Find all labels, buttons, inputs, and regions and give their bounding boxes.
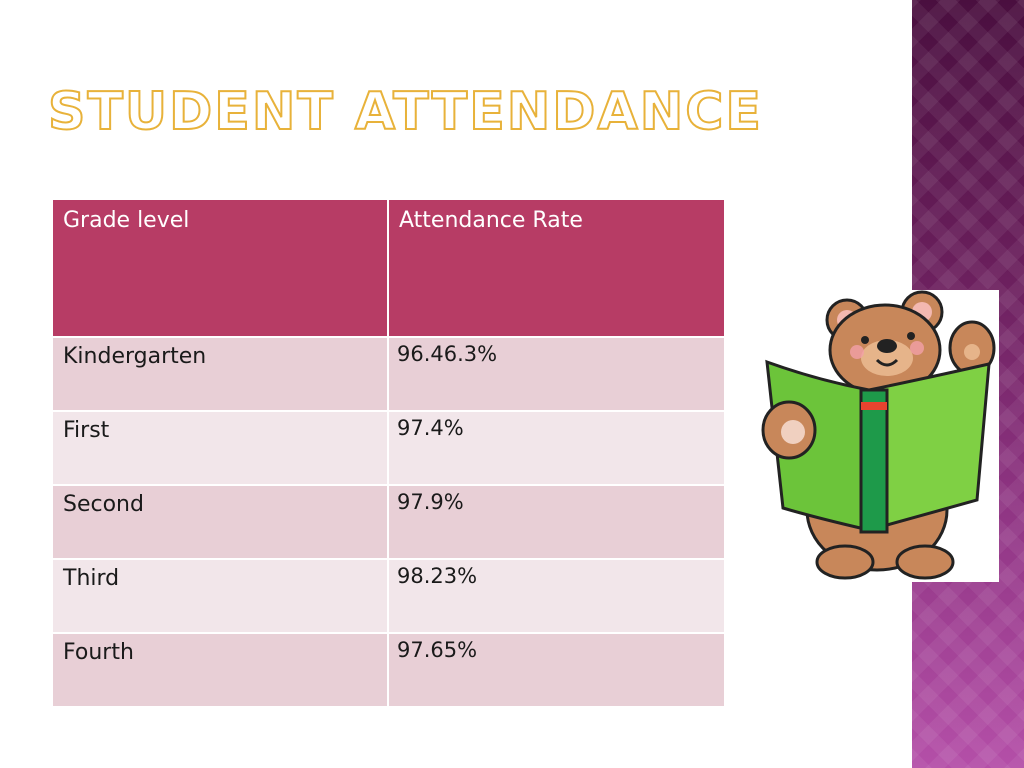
rate-cell: 97.9% (387, 484, 726, 560)
rate-cell: 98.23% (387, 558, 726, 634)
table-row: First 97.4% (51, 410, 726, 486)
bear-reading-book-icon (757, 290, 999, 582)
slide-title: Student Attendance (47, 81, 763, 143)
rate-cell: 96.46.3% (387, 336, 726, 412)
table-row: Second 97.9% (51, 484, 726, 560)
grade-cell: Third (51, 558, 389, 634)
header-attendance-rate: Attendance Rate (387, 198, 726, 338)
bear-illustration-svg (761, 290, 996, 580)
table-header-row: Grade level Attendance Rate (51, 198, 726, 338)
attendance-table: Grade level Attendance Rate Kindergarten… (51, 198, 726, 708)
rate-cell: 97.65% (387, 632, 726, 708)
table-row: Third 98.23% (51, 558, 726, 634)
grade-cell: First (51, 410, 389, 486)
table-row: Kindergarten 96.46.3% (51, 336, 726, 412)
grade-cell: Fourth (51, 632, 389, 708)
rate-cell: 97.4% (387, 410, 726, 486)
table-row: Fourth 97.65% (51, 632, 726, 708)
grade-cell: Kindergarten (51, 336, 389, 412)
header-grade-level: Grade level (51, 198, 389, 338)
grade-cell: Second (51, 484, 389, 560)
